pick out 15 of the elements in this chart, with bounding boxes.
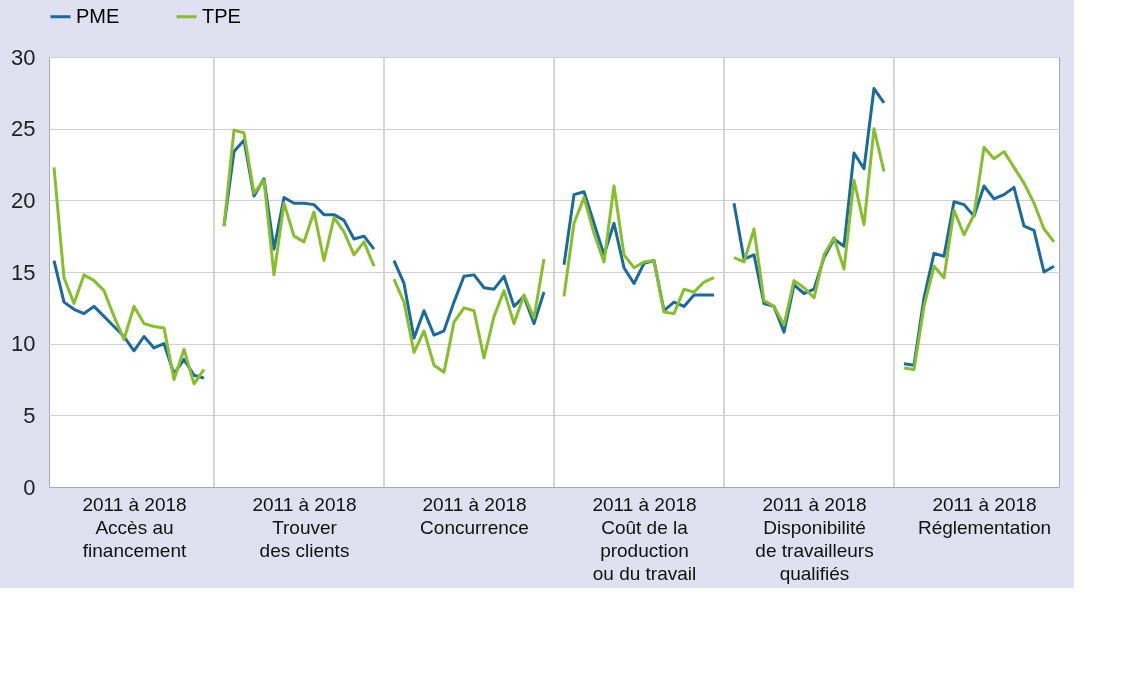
x-tick-label: 2011 à 2018 Trouver des clients [252,493,357,561]
x-tick-label: 2011 à 2018 Disponibilité de travailleurs qualifiés [755,493,874,584]
legend-label: TPE [202,4,241,27]
y-tick-label: 30 [11,44,36,70]
x-tick-label: 2011 à 2018 Accès au financement [82,493,187,561]
y-tick-label: 15 [11,259,36,285]
x-tick-label: 2011 à 2018 Coût de la production ou du travail [592,493,697,584]
x-tick-label: 2011 à 2018 Réglementation [917,493,1052,538]
y-tick-label: 20 [11,187,36,213]
y-tick-label: 5 [23,402,36,428]
y-tick-label: 25 [11,116,36,142]
y-tick-label: 0 [23,474,36,500]
legend-label: PME [76,4,120,27]
x-tick-label: 2011 à 2018 Concurrence [420,493,529,538]
y-tick-label: 10 [11,331,36,357]
